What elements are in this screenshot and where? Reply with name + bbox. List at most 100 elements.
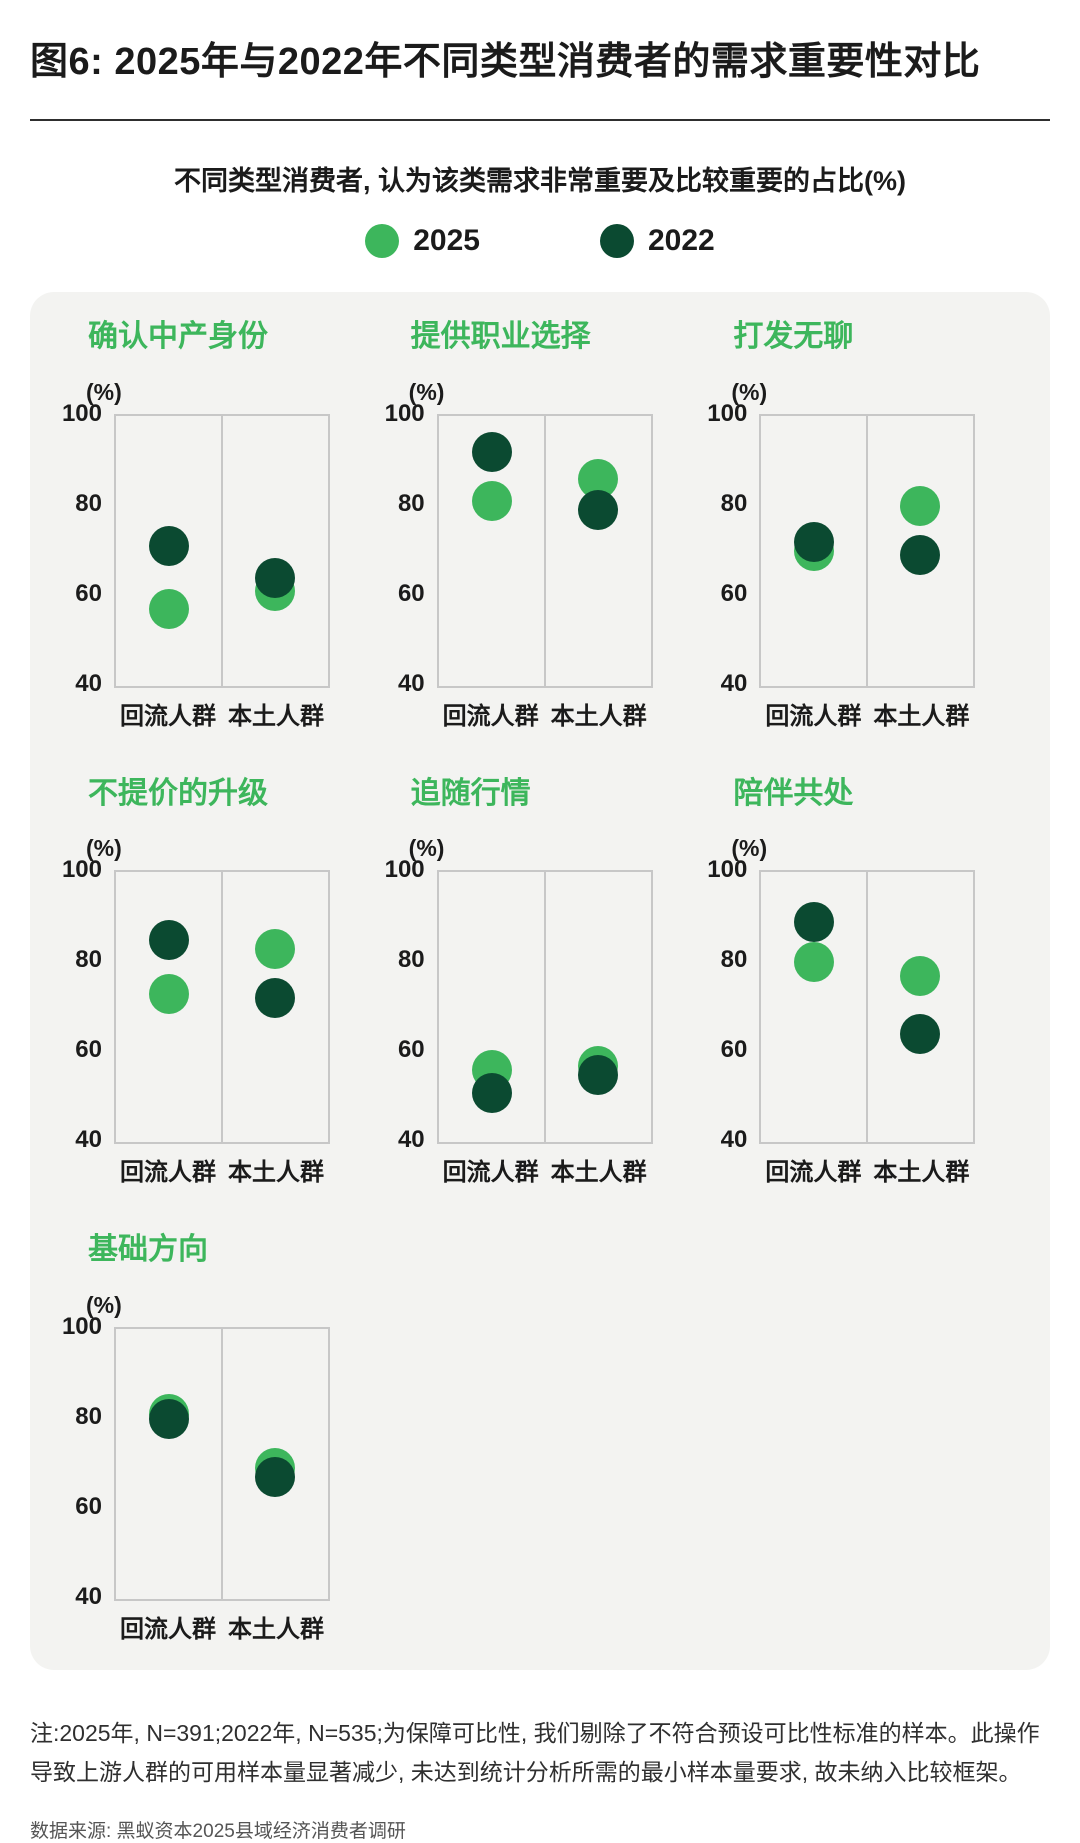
x-category-label: 回流人群 — [442, 1159, 539, 1186]
legend-label-2025: 2025 — [413, 224, 480, 257]
x-axis-labels: 回流人群 本土人群 — [437, 696, 653, 731]
y-axis-unit-label: (%) — [86, 1291, 122, 1318]
x-category-label: 本土人群 — [550, 1159, 647, 1186]
plot-area — [114, 1326, 330, 1601]
y-tick-label: 80 — [397, 489, 425, 517]
y-axis-ticks: 100 80 60 40 — [56, 400, 114, 697]
y-tick-label: 60 — [720, 579, 748, 607]
y-tick-label: 80 — [397, 946, 425, 973]
x-axis-labels: 回流人群 本土人群 — [437, 1152, 653, 1187]
y-tick-label: 60 — [720, 1036, 748, 1063]
y-tick-label: 100 — [384, 399, 425, 427]
y-tick-label: 40 — [720, 1126, 748, 1153]
chart-area: 100 80 60 40 — [56, 1313, 379, 1610]
category-divider — [221, 1328, 223, 1599]
y-axis-ticks: 100 80 60 40 — [56, 856, 114, 1153]
y-axis-unit-label: (%) — [731, 378, 768, 405]
x-category-label: 回流人群 — [120, 702, 216, 730]
panel-title: 陪伴共处 — [733, 776, 854, 810]
y-tick-label: 100 — [61, 856, 102, 883]
data-point-2022 — [577, 1054, 618, 1095]
y-axis-unit-label: (%) — [86, 378, 122, 405]
y-tick-label: 80 — [75, 489, 102, 517]
y-tick-label: 60 — [75, 1036, 102, 1063]
data-point-2022 — [149, 919, 189, 960]
y-axis-unit-label: (%) — [731, 835, 768, 861]
title-divider — [30, 119, 1050, 121]
x-axis-labels: 回流人群 本土人群 — [114, 1609, 330, 1644]
data-point-2022 — [471, 1072, 512, 1113]
y-tick-label: 40 — [75, 1126, 102, 1153]
data-point-2025 — [255, 928, 295, 969]
plot-area — [114, 413, 330, 688]
category-divider — [543, 415, 546, 686]
y-tick-label: 80 — [75, 946, 102, 973]
data-point-2022 — [794, 521, 835, 562]
data-point-2022 — [794, 901, 835, 942]
chart-panel: 打发无聊 (%) 100 80 60 40 回流人群 本土人群 — [701, 320, 1024, 731]
y-tick-label: 40 — [397, 669, 425, 697]
y-axis-ticks: 100 80 60 40 — [379, 856, 437, 1153]
data-point-2025 — [900, 485, 941, 526]
chart-area: 100 80 60 40 — [379, 856, 702, 1153]
source-note: 数据来源: 黑蚁资本2025县域经济消费者调研 — [30, 1820, 406, 1842]
chart-panel: 陪伴共处 (%) 100 80 60 40 回流人群 本土人群 — [701, 777, 1024, 1188]
x-category-label: 本土人群 — [873, 702, 970, 730]
y-tick-label: 40 — [720, 669, 748, 697]
panel-title: 提供职业选择 — [410, 320, 591, 353]
charts-card: 确认中产身份 (%) 100 80 60 40 回流人群 本土人群 提供职业选择 (%) 100 80… — [30, 292, 1050, 1670]
legend: 2025 2022 — [30, 224, 1050, 258]
x-axis-labels: 回流人群 本土人群 — [759, 696, 975, 731]
data-point-2025 — [471, 481, 512, 521]
y-axis-unit-label: (%) — [408, 835, 445, 861]
x-category-label: 本土人群 — [228, 1615, 324, 1643]
data-point-2022 — [255, 1457, 295, 1497]
legend-item-2022: 2022 — [600, 224, 715, 258]
x-axis-labels: 回流人群 本土人群 — [114, 696, 330, 731]
y-tick-label: 100 — [61, 1312, 102, 1340]
x-category-label: 回流人群 — [442, 702, 539, 730]
data-point-2022 — [149, 1398, 189, 1439]
y-axis-ticks: 100 80 60 40 — [56, 1313, 114, 1610]
chart-panel: 追随行情 (%) 100 80 60 40 回流人群 本土人群 — [379, 777, 702, 1188]
chart-area: 100 80 60 40 — [701, 400, 1024, 697]
panel-title: 不提价的升级 — [88, 776, 268, 810]
x-axis-labels: 回流人群 本土人群 — [759, 1152, 975, 1187]
category-divider — [221, 872, 223, 1142]
panel-title: 确认中产身份 — [88, 320, 268, 353]
legend-item-2025: 2025 — [365, 224, 480, 258]
y-tick-label: 80 — [720, 946, 748, 973]
category-divider — [866, 415, 869, 686]
data-point-2025 — [149, 589, 189, 629]
data-point-2022 — [900, 535, 941, 575]
legend-label-2022: 2022 — [648, 224, 715, 257]
y-tick-label: 60 — [75, 579, 102, 607]
chart-area: 100 80 60 40 — [56, 400, 379, 697]
y-axis-unit-label: (%) — [86, 835, 122, 861]
x-category-label: 回流人群 — [120, 1615, 216, 1643]
y-axis-unit-label: (%) — [408, 378, 445, 405]
legend-swatch-2022-icon — [600, 224, 634, 258]
data-point-2022 — [255, 978, 295, 1018]
y-tick-label: 80 — [75, 1402, 102, 1430]
chart-panel: 确认中产身份 (%) 100 80 60 40 回流人群 本土人群 — [56, 320, 379, 731]
data-point-2025 — [149, 973, 189, 1014]
y-tick-label: 40 — [75, 669, 102, 697]
x-category-label: 本土人群 — [873, 1159, 970, 1186]
data-point-2022 — [471, 431, 512, 472]
data-point-2022 — [577, 490, 618, 530]
panels-grid: 确认中产身份 (%) 100 80 60 40 回流人群 本土人群 提供职业选择 (%) 100 80… — [56, 320, 1024, 1644]
footnote: 注:2025年, N=391;2022年, N=535;为保障可比性, 我们剔除… — [30, 1719, 1040, 1785]
chart-panel: 不提价的升级 (%) 100 80 60 40 回流人群 本土人群 — [56, 777, 379, 1188]
chart-area: 100 80 60 40 — [379, 400, 702, 697]
y-tick-label: 40 — [75, 1582, 102, 1610]
x-category-label: 本土人群 — [228, 1159, 324, 1186]
chart-panel: 提供职业选择 (%) 100 80 60 40 回流人群 本土人群 — [379, 320, 702, 731]
x-axis-labels: 回流人群 本土人群 — [114, 1152, 330, 1187]
panel-title: 基础方向 — [88, 1233, 208, 1266]
x-category-label: 本土人群 — [228, 702, 324, 730]
y-tick-label: 40 — [397, 1126, 425, 1153]
category-divider — [543, 872, 546, 1142]
chart-area: 100 80 60 40 — [56, 856, 379, 1153]
